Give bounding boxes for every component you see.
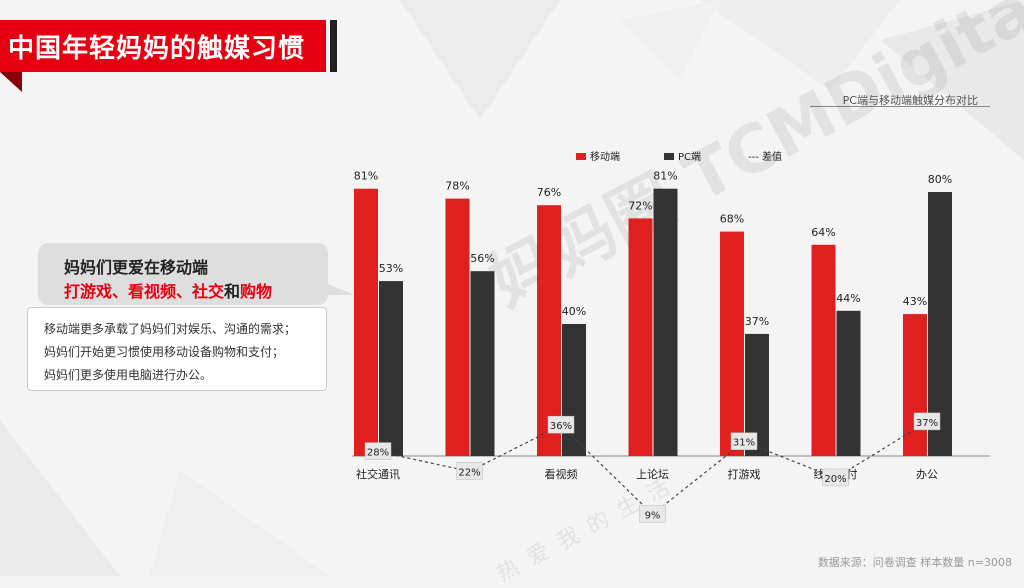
bar-pc-0 [379,281,403,456]
callout-connector: 和 [224,282,241,301]
x-tick-label-6: 办公 [916,468,938,481]
callout-highlight-2: 购物 [240,282,273,301]
legend-label-mobile: 移动端 [590,150,620,163]
data-label-mobile-6: 43% [903,295,927,308]
data-source-note: 数据来源：问卷调查 样本数量 n=3008 [817,556,1012,569]
difference-label-bg-6 [913,412,941,431]
data-label-mobile-0: 81% [354,170,378,183]
bar-mobile-6 [903,314,927,456]
data-label-mobile-2: 76% [537,186,561,199]
description-box [27,307,327,391]
data-label-pc-0: 53% [379,262,403,275]
bar-mobile-4 [720,231,744,456]
callout-box [38,243,328,305]
bar-mobile-0 [354,188,378,456]
bar-pc-2 [562,324,586,456]
bar-mobile-1 [445,198,470,456]
callout-pointer [326,283,354,295]
difference-label-4: 31% [733,438,755,449]
legend-swatch-mobile [576,153,586,160]
legend-swatch-pc [664,153,674,160]
bar-mobile-2 [537,205,561,456]
page-title: 中国年轻妈妈的触媒习惯 [0,20,326,72]
data-label-mobile-5: 64% [811,226,835,239]
data-label-mobile-4: 68% [720,213,744,226]
background-decoration [880,0,1024,160]
data-label-pc-6: 80% [928,173,952,186]
title-fold-decoration [0,72,22,92]
difference-label-1: 22% [458,467,480,478]
legend-label-difference: --- 差值 [748,150,782,163]
bar-pc-3 [653,188,678,456]
bar-pc-6 [928,192,952,456]
description-line-3: 妈妈们更多使用电脑进行办公。 [44,368,213,382]
data-label-pc-4: 37% [745,315,769,328]
x-tick-label-4: 打游戏 [728,467,761,481]
data-label-pc-1: 56% [470,252,494,265]
callout-highlight-1: 打游戏、看视频、社交 [64,282,225,301]
description-line-2: 妈妈们开始更习惯使用移动设备购物和支付； [44,345,285,359]
description-line-1: 移动端更多承载了妈妈们对娱乐、沟通的需求； [44,322,297,336]
data-label-mobile-1: 78% [445,180,469,193]
bar-mobile-3 [628,218,653,456]
bar-pc-5 [836,310,861,456]
difference-label-bg-3 [639,505,666,523]
data-label-mobile-3: 72% [628,199,652,212]
difference-label-3: 9% [645,510,661,521]
callout-subheading: 打游戏、看视频、社交和购物 [64,278,272,302]
title-accent-bar [330,20,337,72]
x-tick-label-0: 社交通讯 [356,467,400,481]
difference-label-bg-2 [547,415,575,434]
data-label-pc-2: 40% [562,305,586,318]
difference-label-bg-4 [730,432,758,450]
chart-subtitle: PC端与移动端触媒分布对比 [842,94,978,107]
data-label-pc-5: 44% [836,292,860,305]
difference-label-bg-1 [456,462,483,480]
difference-label-6: 37% [916,418,938,429]
subtitle-underline [810,106,990,107]
bar-mobile-5 [811,244,836,456]
difference-label-bg-0 [364,442,392,460]
x-tick-label-3: 上论坛 [636,467,669,481]
difference-label-bg-5 [822,468,849,487]
difference-label-0: 28% [367,448,389,459]
callout-heading: 妈妈们更爱在移动端 [64,258,209,277]
x-tick-label-2: 看视频 [545,467,578,481]
legend-label-pc: PC端 [678,150,701,163]
bar-pc-1 [470,271,495,456]
data-label-pc-3: 81% [653,170,677,183]
difference-label-5: 20% [824,474,846,485]
difference-label-2: 36% [550,421,572,432]
